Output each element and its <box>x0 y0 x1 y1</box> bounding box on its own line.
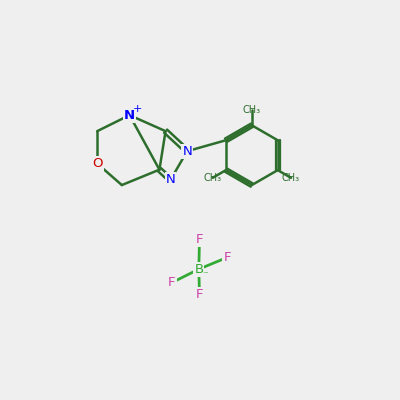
Text: ⁻: ⁻ <box>203 270 208 280</box>
Text: CH₃: CH₃ <box>204 173 222 183</box>
Text: F: F <box>224 251 231 264</box>
Text: N: N <box>166 173 175 186</box>
Text: F: F <box>196 288 203 301</box>
Text: O: O <box>92 157 102 170</box>
Text: F: F <box>168 276 176 289</box>
Text: N: N <box>182 145 192 158</box>
Text: F: F <box>196 233 203 246</box>
Text: CH₃: CH₃ <box>282 173 300 183</box>
Text: B: B <box>194 263 204 276</box>
Text: CH₃: CH₃ <box>243 105 261 115</box>
Text: N: N <box>124 109 135 122</box>
Text: +: + <box>132 104 142 114</box>
